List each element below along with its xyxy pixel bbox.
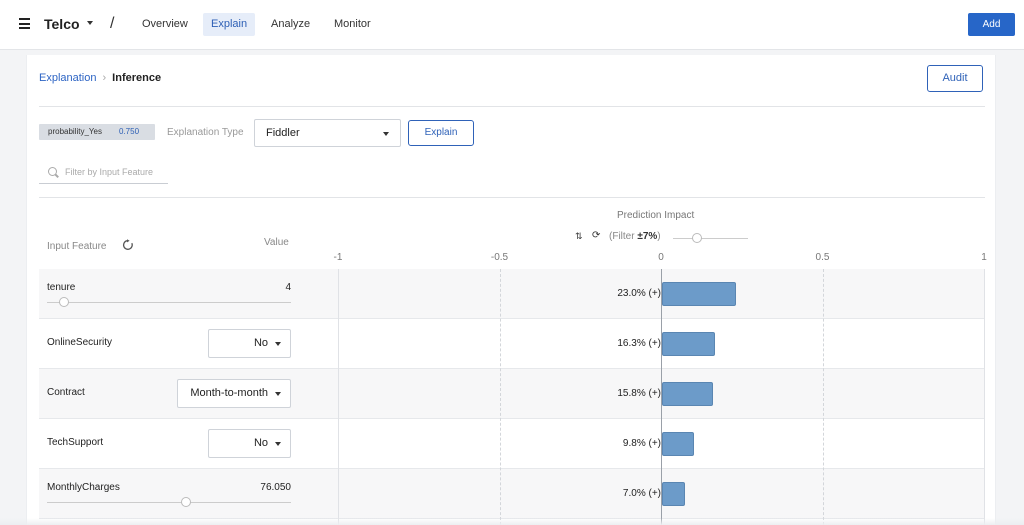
explain-button[interactable]: Explain [408,120,474,146]
tab-explain[interactable]: Explain [203,13,256,36]
menu-icon[interactable] [19,18,30,29]
feature-name: tenure [47,282,76,293]
tab-overview[interactable]: Overview [142,18,188,30]
axis-tick-label: 0 [658,252,664,263]
explanation-type-select[interactable]: Fiddler [254,119,401,147]
chevron-down-icon [275,342,281,346]
impact-bar[interactable] [662,432,694,456]
filter-input[interactable] [65,165,165,179]
feature-filter [39,162,168,184]
feature-name: TechSupport [47,437,104,448]
impact-filter-handle[interactable] [692,233,702,243]
impact-filter-label: (Filter ±7%) [609,231,661,242]
feature-name: OnlineSecurity [47,337,113,348]
impact-label: 7.0% (+) [622,488,661,499]
chart-right-border [984,269,985,525]
feature-slider-handle[interactable] [181,497,192,507]
impact-filter-value: ±7% [637,231,658,242]
feature-name: Contract [47,387,85,398]
axis-tick-label: -0.5 [490,252,509,263]
search-icon [48,167,57,176]
gridline [499,269,501,525]
table-row: OnlineSecurity No 16.3% (+) [39,319,985,369]
feature-value[interactable]: 76.050 [260,482,291,493]
impact-label: 15.8% (+) [617,388,661,399]
chevron-down-icon [383,132,389,136]
impact-bar[interactable] [662,382,714,406]
axis-tick-label: -1 [333,252,343,263]
column-input-feature: Input Feature [47,241,107,252]
breadcrumb-inference: Inference [112,72,162,84]
breadcrumb-explanation[interactable]: Explanation [39,72,97,84]
explanation-type-label: Explanation Type [167,127,244,138]
probability-chip: probability_Yes 0.750 [39,124,155,140]
feature-dropdown-value: No [253,337,268,349]
impact-bar[interactable] [662,282,737,306]
impact-bar[interactable] [662,482,685,506]
sort-icon[interactable]: ⇅ [575,231,583,241]
reset-icon[interactable] [122,239,134,251]
audit-button[interactable]: Audit [927,65,983,92]
chart-left-border [338,269,339,525]
feature-slider[interactable] [47,302,291,303]
impact-bar[interactable] [662,332,715,356]
explanation-type-value: Fiddler [266,127,300,139]
breadcrumb: Explanation › Inference [39,72,161,84]
chevron-down-icon [275,442,281,446]
tab-monitor[interactable]: Monitor [334,18,371,30]
table-row: tenure 4 23.0% (+) [39,269,985,319]
impact-label: 23.0% (+) [617,288,661,299]
page-bottom-edge [0,518,1024,525]
axis-tick-label: 0.5 [815,252,830,263]
table-row: MonthlyCharges 76.050 7.0% (+) [39,469,985,519]
feature-dropdown[interactable]: No [208,429,291,458]
refresh-icon[interactable]: ⟳ [592,230,601,241]
column-prediction-impact: Prediction Impact [617,210,695,221]
nav-separator: / [110,15,115,32]
divider [39,197,985,198]
feature-dropdown-value: Month-to-month [190,387,268,399]
axis-tick-label: 1 [981,252,987,263]
chevron-down-icon [275,392,281,396]
feature-dropdown[interactable]: No [208,329,291,358]
project-name[interactable]: Telco [44,16,80,32]
add-button[interactable]: Add [968,13,1015,36]
impact-label: 16.3% (+) [617,338,661,349]
top-nav: Telco / Overview Explain Analyze Monitor… [0,0,1024,50]
impact-filter-slider[interactable] [673,238,748,239]
feature-slider-handle[interactable] [59,297,70,307]
feature-dropdown[interactable]: Month-to-month [177,379,291,408]
impact-label: 9.8% (+) [622,438,661,449]
gridline [822,269,824,525]
probability-key: probability_Yes [48,127,102,136]
table-row: TechSupport No 9.8% (+) [39,419,985,469]
feature-name: MonthlyCharges [47,482,120,493]
divider [39,106,985,107]
chevron-down-icon[interactable] [87,21,93,25]
feature-dropdown-value: No [253,437,268,449]
feature-value[interactable]: 4 [285,282,291,293]
table-row: Contract Month-to-month 15.8% (+) [39,369,985,419]
feature-slider[interactable] [47,502,291,503]
tab-analyze[interactable]: Analyze [271,18,311,30]
explain-card: Explanation › Inference Audit probability_… [26,55,996,525]
probability-value: 0.750 [119,127,140,136]
breadcrumb-chevron-icon: › [102,72,107,84]
zero-axis [661,269,662,525]
column-value: Value [264,237,289,248]
